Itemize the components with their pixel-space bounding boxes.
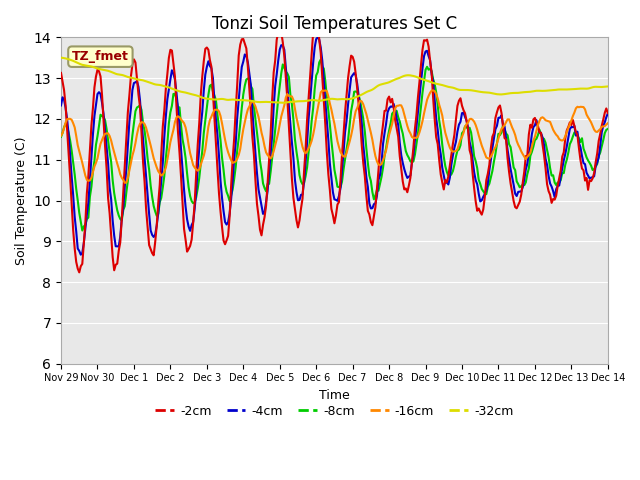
Legend: -2cm, -4cm, -8cm, -16cm, -32cm: -2cm, -4cm, -8cm, -16cm, -32cm bbox=[150, 400, 518, 423]
Title: Tonzi Soil Temperatures Set C: Tonzi Soil Temperatures Set C bbox=[212, 15, 457, 33]
Text: TZ_fmet: TZ_fmet bbox=[72, 50, 129, 63]
Y-axis label: Soil Temperature (C): Soil Temperature (C) bbox=[15, 136, 28, 265]
X-axis label: Time: Time bbox=[319, 389, 350, 402]
